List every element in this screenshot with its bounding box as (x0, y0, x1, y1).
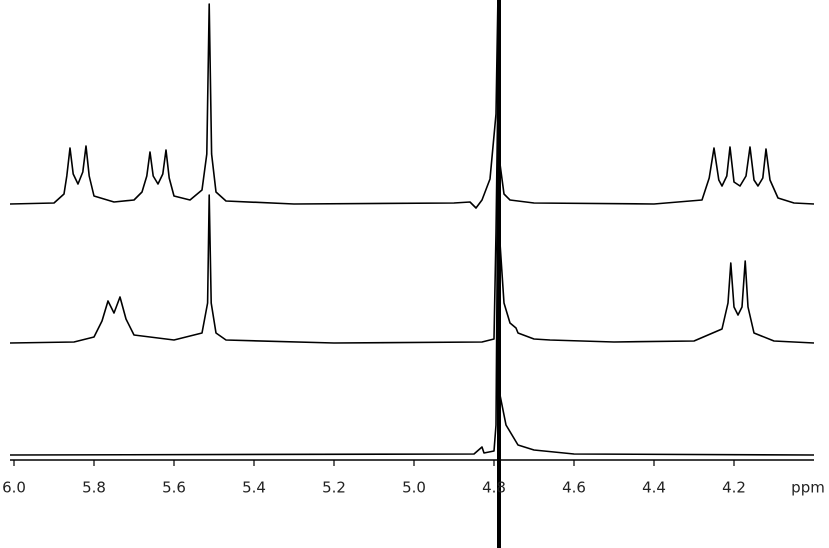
x-tick-label: 5.4 (242, 479, 266, 497)
x-tick-label: 6.0 (2, 479, 26, 497)
x-tick-label: 5.8 (82, 479, 106, 497)
x-axis-label: ppm (791, 479, 825, 497)
x-tick-label: 4.2 (722, 479, 746, 497)
x-tick-label: 4.4 (642, 479, 666, 497)
x-tick-label: 4.8 (482, 479, 506, 497)
spectrum-trace (9, 82, 815, 344)
x-tick-label: 4.6 (562, 479, 586, 497)
spectrum-trace (9, 154, 815, 456)
x-tick-label: 5.2 (322, 479, 346, 497)
spectrum-trace (9, 0, 815, 209)
x-tick-label: 5.0 (402, 479, 426, 497)
x-tick-label: 5.6 (162, 479, 186, 497)
